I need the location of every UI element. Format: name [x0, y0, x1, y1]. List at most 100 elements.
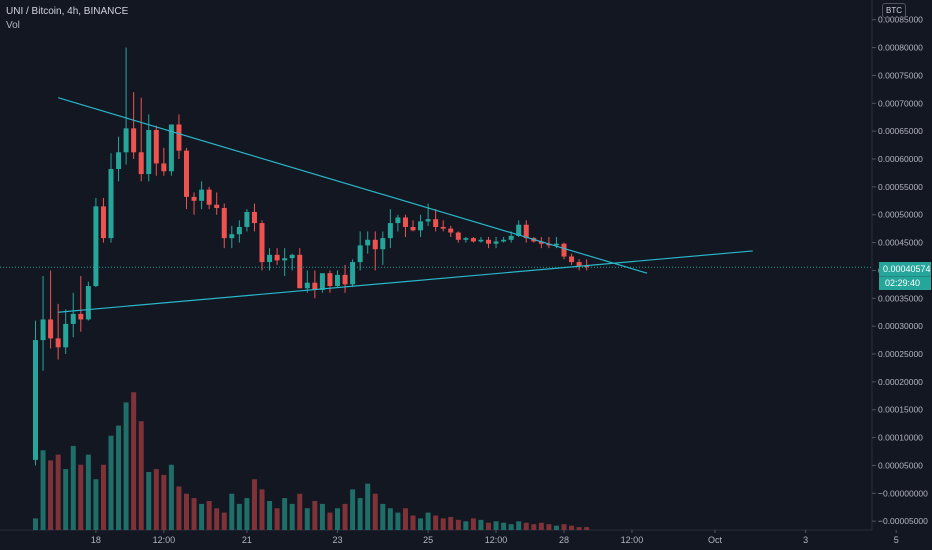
- candle: [365, 231, 371, 254]
- candle: [463, 237, 469, 243]
- volume-bar: [418, 518, 424, 530]
- candle: [274, 248, 280, 265]
- trendlines[interactable]: [0, 97, 872, 313]
- candle-body: [312, 282, 318, 290]
- candle-body: [433, 219, 439, 227]
- candle: [93, 197, 99, 288]
- volume-bar: [116, 425, 122, 530]
- candle-body: [116, 152, 122, 170]
- volume-bar: [493, 521, 499, 530]
- volume-bar: [236, 503, 242, 530]
- time-tick-label: 12:00: [153, 535, 176, 545]
- candle: [131, 92, 137, 159]
- candle-body: [289, 254, 295, 259]
- currency-badge[interactable]: BTC: [882, 3, 906, 18]
- candle-body: [455, 232, 461, 240]
- volume-bar: [546, 524, 552, 530]
- candle: [63, 309, 69, 355]
- volume-bar: [425, 512, 431, 530]
- candle: [448, 225, 454, 238]
- time-tick-label: 3: [803, 535, 808, 545]
- volume-bar: [410, 515, 416, 530]
- price-tick-label: 0.00050000: [878, 210, 923, 220]
- candle-body: [244, 211, 250, 227]
- candle: [244, 209, 250, 232]
- candle-body: [274, 254, 280, 261]
- candle-body: [176, 124, 182, 151]
- candle: [176, 114, 182, 159]
- volume-bar: [395, 512, 401, 530]
- volume-bar: [319, 503, 325, 530]
- candle-body: [131, 128, 137, 153]
- volume-bar: [70, 445, 76, 530]
- candle-body: [538, 241, 544, 244]
- time-tick-label: 25: [423, 535, 433, 545]
- volume-bar: [108, 435, 114, 530]
- price-tick-label: 0.00045000: [878, 238, 923, 248]
- price-tick-label: 0.00065000: [878, 126, 923, 136]
- candle: [267, 248, 273, 271]
- price-axis[interactable]: 0.00085000 0.00080000 0.00075000 0.00070000…: [872, 15, 928, 526]
- volume-bar: [176, 486, 182, 530]
- symbol-legend[interactable]: UNI / Bitcoin, 4h, BINANCE: [6, 6, 129, 17]
- candle: [199, 181, 205, 210]
- candle-body: [365, 239, 371, 246]
- candle: [576, 259, 582, 271]
- candle-body: [184, 150, 189, 197]
- candle: [236, 220, 242, 243]
- candle: [297, 248, 303, 289]
- volume-bar: [33, 518, 38, 530]
- volume-bar: [448, 516, 454, 530]
- volume-bar: [168, 464, 174, 530]
- volume-bar: [327, 512, 333, 530]
- candle-body: [387, 223, 393, 239]
- volume-legend[interactable]: Vol: [6, 20, 20, 31]
- candle-body: [342, 274, 348, 285]
- volume-bar: [538, 522, 544, 530]
- time-tick-label: 12:00: [485, 535, 508, 545]
- candle: [523, 220, 529, 243]
- candle-body: [372, 239, 378, 250]
- volume-bar: [153, 469, 159, 530]
- volume-bar: [372, 493, 378, 530]
- candle: [395, 214, 401, 232]
- candle-body: [516, 224, 522, 236]
- volume-bar: [274, 508, 280, 530]
- candle-body: [395, 217, 401, 224]
- volume-bar: [440, 518, 446, 530]
- volume-bar: [184, 493, 189, 530]
- candle: [425, 203, 431, 226]
- time-tick-label: 23: [332, 535, 342, 545]
- candle-body: [584, 265, 590, 268]
- price-tick-label: 0.00055000: [878, 182, 923, 192]
- candle-body: [236, 226, 242, 235]
- time-axis[interactable]: 18 12:00 21 23 25 12:00 28 12:00 Oct 3 5: [91, 530, 899, 545]
- volume-bar: [478, 519, 484, 530]
- candle: [214, 192, 220, 215]
- volume-bar: [214, 508, 220, 530]
- price-tick-label: 0.00030000: [878, 321, 923, 331]
- candle-body: [199, 189, 205, 201]
- candle: [538, 237, 544, 249]
- volume-bar: [387, 508, 393, 530]
- volume-bar: [259, 489, 265, 530]
- candlesticks: [33, 47, 590, 466]
- candle-body: [221, 208, 227, 239]
- volume-bar: [335, 508, 340, 530]
- candle-body: [553, 243, 559, 246]
- candle-body: [478, 239, 484, 242]
- volume-bar: [312, 501, 318, 530]
- descending-resistance-trendline: [57, 97, 648, 274]
- candle: [229, 225, 235, 249]
- candle: [206, 186, 212, 210]
- candle: [501, 237, 507, 243]
- candle: [184, 147, 189, 210]
- candle-body: [402, 217, 408, 227]
- volume-bar: [78, 464, 84, 530]
- candle-body: [108, 169, 114, 239]
- candle: [357, 231, 363, 271]
- candle: [335, 270, 340, 288]
- candle: [108, 153, 114, 243]
- candle: [153, 125, 159, 176]
